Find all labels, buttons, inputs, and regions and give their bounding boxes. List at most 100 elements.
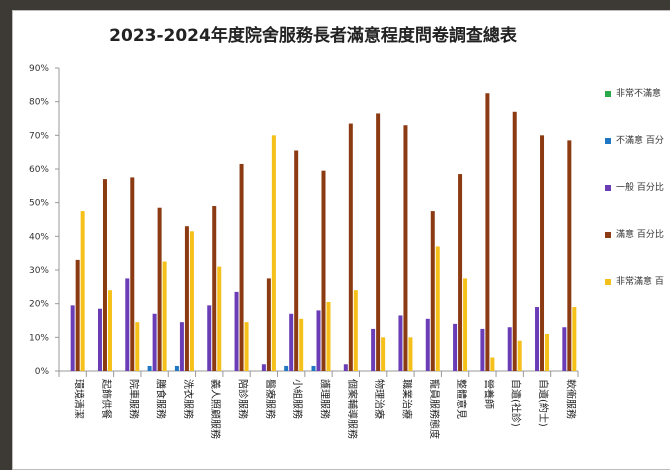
- bar-3-16: [480, 328, 485, 371]
- y-tick-label: 60%: [29, 165, 49, 175]
- bar-5-15: [463, 278, 468, 371]
- bar-3-11: [343, 364, 348, 371]
- legend-swatch: [605, 137, 611, 144]
- bar-4-18: [540, 135, 545, 371]
- bar-3-5: [179, 322, 184, 371]
- legend-label: 非常不滿意: [616, 89, 662, 99]
- x-tick-label: 職業治療: [400, 379, 413, 419]
- bar-5-10: [326, 301, 331, 371]
- bar-5-3: [135, 322, 140, 371]
- legend-label: 非常滿意 百: [616, 277, 664, 287]
- bar-4-11: [348, 123, 353, 371]
- x-tick-label: 自遺(約士): [537, 379, 550, 427]
- legend-swatch: [605, 278, 611, 285]
- bar-5-11: [353, 290, 358, 371]
- bar-5-13: [408, 337, 413, 371]
- x-tick-label: 個案輔導服務: [346, 379, 359, 439]
- y-tick-label: 0%: [35, 367, 50, 377]
- bar-5-1: [80, 211, 85, 371]
- bar-3-14: [425, 318, 430, 371]
- y-tick-label: 80%: [29, 98, 49, 108]
- bar-4-15: [458, 174, 463, 371]
- bar-4-10: [321, 170, 326, 371]
- legend-item-4: 滿意 百分比: [605, 227, 664, 243]
- bar-4-13: [403, 125, 408, 371]
- bar-3-18: [535, 307, 540, 371]
- y-tick-label: 40%: [29, 232, 49, 242]
- bar-3-2: [97, 308, 102, 371]
- bar-3-4: [152, 313, 157, 371]
- bar-4-12: [376, 113, 381, 371]
- bar-2-5: [174, 365, 179, 371]
- legend-label: 滿意 百分比: [616, 230, 664, 240]
- chart-plot: 0% 10% 20% 30% 40% 50% 60% 70% 80% 90% 環境清潔 起飾供餐 院車服…: [29, 64, 579, 439]
- x-tick-label: 義人照顧服務: [209, 379, 222, 439]
- x-tick-label: 物理治療: [373, 379, 386, 419]
- y-tick-label: 10%: [29, 333, 49, 343]
- bar-4-1: [75, 259, 80, 371]
- chart-title: 2023-2024年度院舍服務長者滿意程度問卷調查總表: [109, 26, 517, 46]
- bar-5-19: [572, 307, 577, 371]
- bar-3-8: [261, 364, 266, 371]
- bar-5-18: [545, 333, 550, 371]
- bar-3-9: [289, 313, 294, 371]
- bar-3-1: [70, 305, 75, 371]
- bar-4-4: [157, 207, 162, 371]
- bar-5-2: [107, 290, 112, 371]
- bar-5-16: [490, 357, 495, 371]
- bar-3-15: [453, 323, 458, 371]
- bar-3-19: [562, 327, 567, 371]
- bar-3-6: [207, 305, 212, 371]
- legend-swatch: [605, 184, 611, 191]
- x-tick-label: 小組服務: [291, 379, 304, 419]
- x-tick-label: 洗衣服務: [182, 379, 195, 419]
- bar-5-6: [217, 266, 222, 371]
- x-tick-label: 軟衞服務: [564, 379, 577, 419]
- x-tick-label: 院車服務: [127, 379, 140, 419]
- x-tick-label: 寵員服務態度: [428, 379, 441, 439]
- bar-5-5: [189, 231, 194, 371]
- legend-item-2: 不滿意 百分: [605, 133, 664, 149]
- y-tick-label: 50%: [29, 199, 49, 209]
- bar-4-16: [485, 93, 490, 371]
- bar-3-13: [398, 315, 403, 371]
- bar-4-9: [294, 150, 299, 371]
- bar-4-2: [102, 179, 107, 371]
- bar-4-7: [239, 163, 244, 371]
- bar-4-17: [512, 111, 517, 372]
- bar-4-8: [266, 278, 271, 371]
- x-tick-label: 膳食服務: [155, 379, 168, 419]
- bar-5-9: [299, 318, 304, 371]
- x-tick-label: 陪診服務: [237, 379, 250, 419]
- legend-label: 一般 百分比: [616, 183, 664, 193]
- x-tick-label: 自遺(社診): [510, 379, 523, 427]
- bar-4-5: [184, 226, 189, 371]
- x-tick-label: 營養師: [482, 379, 495, 409]
- y-tick-label: 20%: [29, 300, 49, 310]
- bar-5-7: [244, 322, 249, 371]
- bar-5-4: [162, 261, 167, 371]
- chart-frame: 2023-2024年度院舍服務長者滿意程度問卷調查總表 0% 10% 20% 30% 4…: [12, 10, 670, 470]
- bar-3-10: [316, 310, 321, 371]
- x-tick-label: 醫療服務: [264, 379, 277, 419]
- chart-legend: 非常不滿意不滿意 百分 一般 百分比 滿意 百分比 非常滿意 百: [605, 86, 664, 321]
- bar-4-14: [430, 211, 435, 371]
- bar-2-4: [147, 365, 152, 371]
- legend-label: 不滿意 百分: [616, 136, 664, 146]
- legend-swatch: [605, 90, 611, 97]
- legend-swatch: [605, 231, 611, 238]
- legend-item-3: 一般 百分比: [605, 180, 664, 196]
- x-tick-label: 護理服務: [319, 379, 332, 419]
- bar-2-10: [311, 365, 316, 371]
- y-tick-label: 30%: [29, 266, 49, 276]
- bar-2-9: [284, 365, 289, 371]
- x-tick-label: 起飾供餐: [100, 379, 113, 419]
- bar-3-17: [507, 327, 512, 371]
- bar-5-14: [435, 246, 440, 371]
- y-tick-label: 90%: [29, 64, 49, 74]
- x-tick-label: 環境清潔: [73, 379, 86, 419]
- legend-item-1: 非常不滿意: [605, 86, 664, 102]
- x-tick-label: 整體意見: [455, 379, 468, 419]
- bar-5-17: [517, 340, 522, 371]
- bar-3-3: [125, 278, 130, 371]
